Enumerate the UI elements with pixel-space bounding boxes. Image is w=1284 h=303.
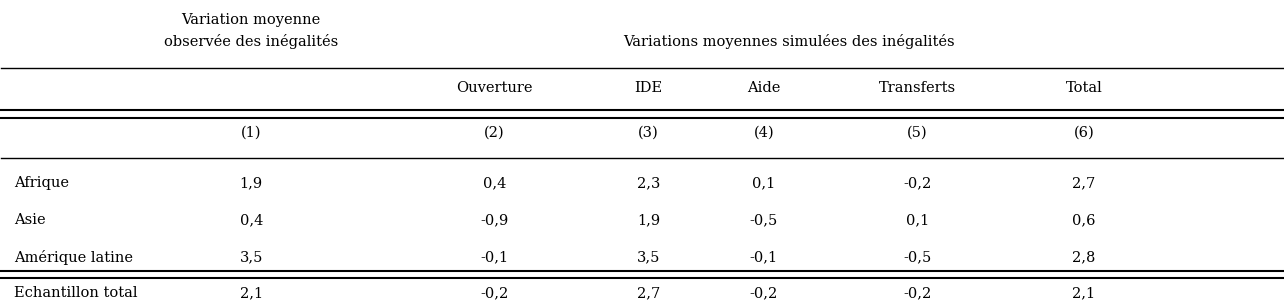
Text: Afrique: Afrique xyxy=(14,176,69,190)
Text: Total: Total xyxy=(1066,81,1103,95)
Text: -0,5: -0,5 xyxy=(750,213,778,227)
Text: -0,1: -0,1 xyxy=(480,251,508,265)
Text: (6): (6) xyxy=(1073,125,1094,139)
Text: (4): (4) xyxy=(754,125,774,139)
Text: -0,2: -0,2 xyxy=(750,286,778,300)
Text: -0,2: -0,2 xyxy=(480,286,508,300)
Text: Variation moyenne: Variation moyenne xyxy=(181,13,321,27)
Text: 0,1: 0,1 xyxy=(752,176,776,190)
Text: 2,8: 2,8 xyxy=(1072,251,1095,265)
Text: (2): (2) xyxy=(484,125,505,139)
Text: 2,7: 2,7 xyxy=(1072,176,1095,190)
Text: (3): (3) xyxy=(638,125,659,139)
Text: -0,1: -0,1 xyxy=(750,251,778,265)
Text: 2,1: 2,1 xyxy=(240,286,263,300)
Text: -0,5: -0,5 xyxy=(904,251,932,265)
Text: 1,9: 1,9 xyxy=(240,176,263,190)
Text: 3,5: 3,5 xyxy=(637,251,660,265)
Text: 2,1: 2,1 xyxy=(1072,286,1095,300)
Text: Asie: Asie xyxy=(14,213,46,227)
Text: Ouverture: Ouverture xyxy=(456,81,533,95)
Text: 0,4: 0,4 xyxy=(240,213,263,227)
Text: 1,9: 1,9 xyxy=(637,213,660,227)
Text: 3,5: 3,5 xyxy=(240,251,263,265)
Text: 2,7: 2,7 xyxy=(637,286,660,300)
Text: -0,2: -0,2 xyxy=(904,176,932,190)
Text: IDE: IDE xyxy=(634,81,663,95)
Text: observée des inégalités: observée des inégalités xyxy=(164,34,339,49)
Text: 0,1: 0,1 xyxy=(905,213,930,227)
Text: 0,4: 0,4 xyxy=(483,176,506,190)
Text: (5): (5) xyxy=(908,125,928,139)
Text: Transferts: Transferts xyxy=(880,81,957,95)
Text: 2,3: 2,3 xyxy=(637,176,660,190)
Text: Echantillon total: Echantillon total xyxy=(14,286,137,300)
Text: Variations moyennes simulées des inégalités: Variations moyennes simulées des inégali… xyxy=(624,34,955,49)
Text: (1): (1) xyxy=(241,125,262,139)
Text: -0,2: -0,2 xyxy=(904,286,932,300)
Text: Amérique latine: Amérique latine xyxy=(14,250,134,265)
Text: Aide: Aide xyxy=(747,81,781,95)
Text: 0,6: 0,6 xyxy=(1072,213,1095,227)
Text: -0,9: -0,9 xyxy=(480,213,508,227)
